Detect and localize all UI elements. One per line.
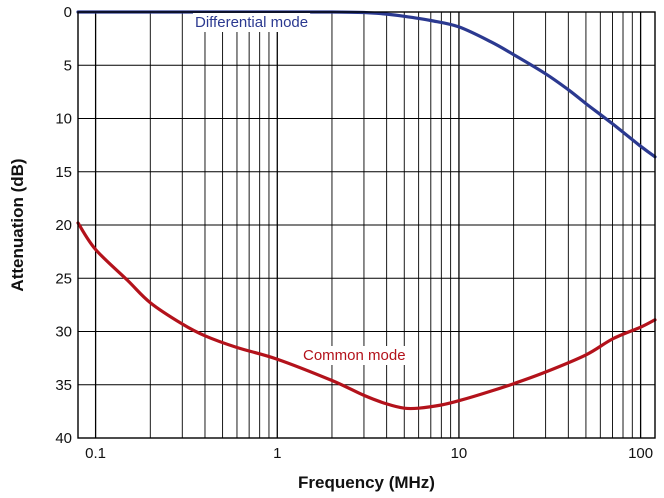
y-tick-label: 40 xyxy=(55,430,72,447)
tick-labels: 0.1 1 10 100 0 5 10 15 20 25 30 35 40 xyxy=(55,4,653,462)
y-tick-label: 25 xyxy=(55,270,72,287)
y-tick-label: 10 xyxy=(55,111,72,128)
series-labels: Differential mode Common mode xyxy=(193,13,408,365)
differential-mode-label-bg xyxy=(193,13,311,32)
y-tick-label: 35 xyxy=(55,377,72,394)
y-tick-label: 15 xyxy=(55,164,72,181)
x-tick-label: 100 xyxy=(628,445,653,462)
common-mode-label: Common mode xyxy=(303,347,406,364)
plot-frame xyxy=(77,11,656,439)
y-tick-label: 30 xyxy=(55,324,72,341)
x-tick-label: 10 xyxy=(451,445,468,462)
x-tick-label: 1 xyxy=(273,445,281,462)
y-tick-label: 5 xyxy=(64,57,72,74)
y-axis-label: Attenuation (dB) xyxy=(8,158,27,291)
x-axis-label: Frequency (MHz) xyxy=(298,473,435,492)
common-mode-label-bg xyxy=(301,346,408,365)
common-mode-line xyxy=(76,221,657,411)
y-tick-label: 0 xyxy=(64,4,72,21)
differential-mode-label: Differential mode xyxy=(195,14,308,31)
x-tick-label: 0.1 xyxy=(85,445,106,462)
y-tick-label: 20 xyxy=(55,217,72,234)
grid xyxy=(78,12,655,438)
